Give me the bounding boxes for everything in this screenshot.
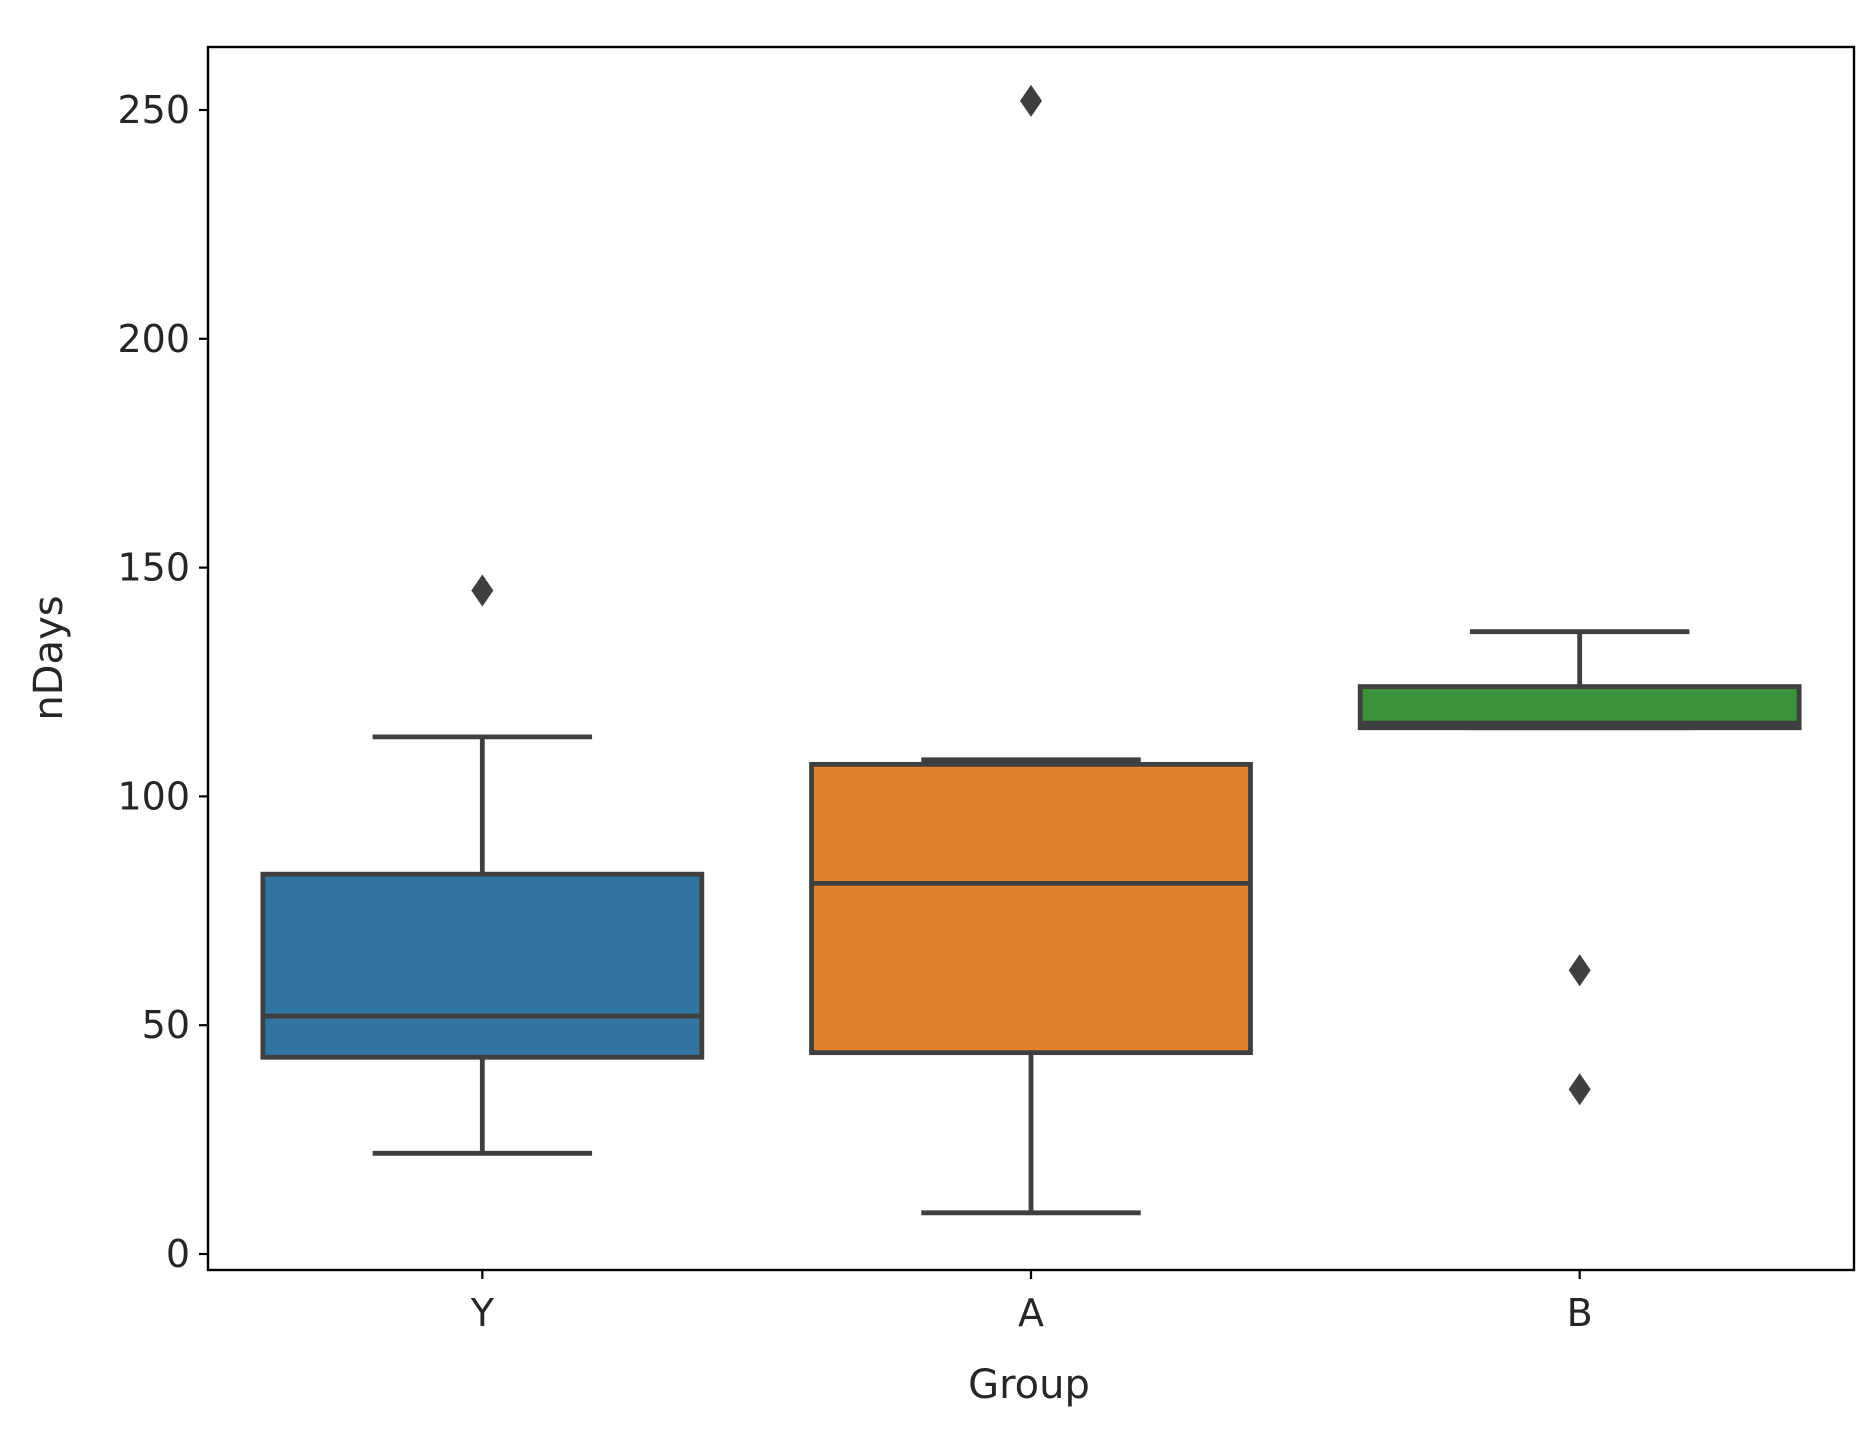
plot-area [260, 84, 1802, 1216]
outlier-b-1 [1568, 954, 1591, 987]
y-tick-label-100: 100 [117, 774, 190, 818]
y-tick-label-150: 150 [117, 546, 190, 590]
x-tick-label-a: A [1018, 1291, 1044, 1335]
outlier-y-1 [471, 574, 494, 607]
y-tick-label-250: 250 [117, 88, 190, 132]
y-tick-label-50: 50 [142, 1003, 190, 1047]
box-y [260, 871, 705, 1060]
x-tick-label-y: Y [470, 1291, 495, 1335]
outlier-a-1 [1020, 84, 1042, 117]
y-axis-title: nDays [26, 595, 72, 720]
box-group-a [809, 84, 1253, 1216]
box-group-y [260, 574, 705, 1156]
y-tick-label-0: 0 [166, 1232, 190, 1276]
outlier-b-2 [1568, 1073, 1591, 1106]
box-group-b [1357, 629, 1802, 1106]
x-tick-label-b: B [1567, 1291, 1593, 1335]
y-tick-label-200: 200 [117, 317, 190, 361]
x-axis-title: Group [968, 1362, 1090, 1408]
axes: 0 50 100 150 200 250 Y A B [117, 88, 1592, 1335]
box-a [809, 761, 1253, 1056]
